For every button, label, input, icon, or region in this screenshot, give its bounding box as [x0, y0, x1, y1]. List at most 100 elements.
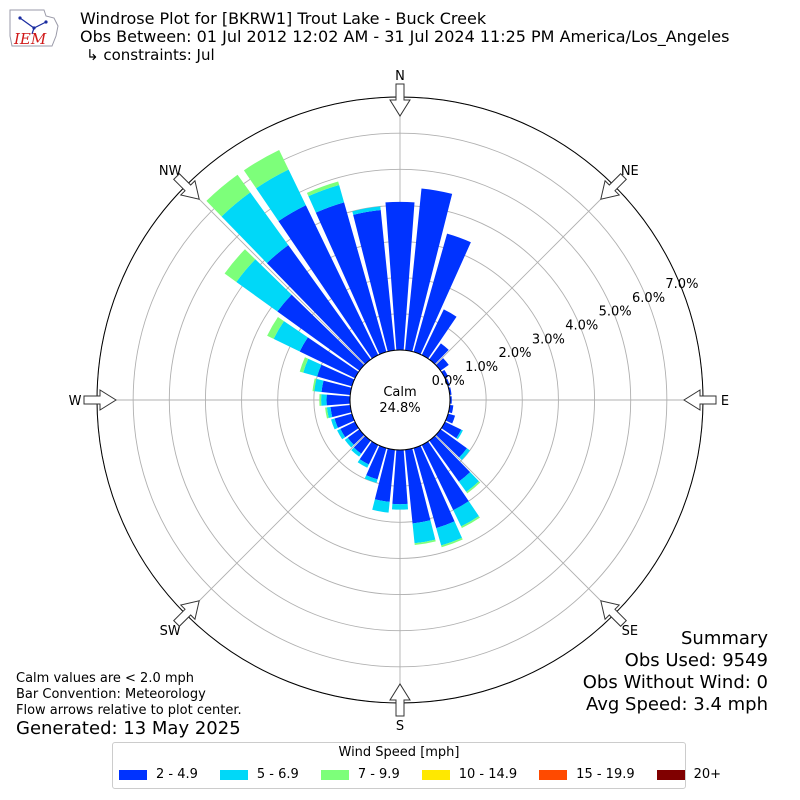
legend-swatch: [656, 769, 685, 780]
windrose-bar-segment: [319, 394, 322, 406]
windrose-bar-segment: [441, 537, 463, 548]
windrose-bar-segment: [413, 233, 471, 355]
radial-tick-label: 4.0%: [565, 319, 598, 334]
flow-arrow-shape: [600, 600, 627, 627]
summary-heading: Summary: [681, 628, 768, 649]
legend-label: 2 - 4.9: [156, 767, 198, 782]
radial-tick-label: 5.0%: [599, 305, 632, 320]
windrose-bar-segment: [458, 472, 479, 492]
radial-tick-label: 0.0%: [432, 374, 465, 389]
radial-tick-label: 7.0%: [665, 277, 698, 292]
windrose-bar-segment: [459, 448, 470, 461]
windrose-bar-segment: [314, 378, 324, 393]
legend-swatch: [421, 769, 450, 780]
windrose-bar-segment: [352, 206, 381, 215]
windrose-bar-segment: [340, 421, 359, 438]
windrose-bar-segment: [364, 475, 378, 483]
windrose-bar-segment: [392, 449, 408, 505]
windrose-bar-segment: [315, 202, 387, 355]
radial-tick-label: 1.0%: [465, 360, 498, 375]
windrose-bar-segment: [299, 337, 359, 379]
flow-arrow-icon: [173, 600, 200, 627]
generated-date: Generated: 13 May 2025: [16, 718, 241, 739]
windrose-bar-segment: [445, 378, 450, 387]
compass-label-n: N: [395, 69, 405, 84]
flow-arrow-shape: [683, 389, 717, 411]
svg-text:IEM: IEM: [13, 30, 47, 48]
flow-arrow-shape: [389, 83, 411, 117]
windrose-bar-segment: [453, 501, 479, 527]
angular-grid-line: [435, 435, 615, 615]
windrose-bar-segment: [441, 369, 449, 379]
windrose-bar-segment: [456, 429, 463, 440]
legend-label: 10 - 14.9: [458, 767, 518, 782]
windrose-bar-segment: [421, 309, 457, 359]
windrose-bar-segment: [224, 249, 256, 282]
windrose-bar-segment: [405, 448, 431, 524]
legend-items: 2 - 4.9 5 - 6.9 7 - 9.9 10 - 14.9 15 - 19.9 2…: [119, 767, 721, 782]
flow-arrow-icon: [600, 600, 627, 627]
legend-label: 15 - 19.9: [576, 767, 635, 782]
summary-box: Summary Obs Used: 9549 Obs Without Wind:…: [583, 628, 768, 716]
compass-label-se: SE: [622, 624, 638, 639]
windrose-bar-segment: [317, 364, 355, 387]
windrose-bar-segment: [359, 441, 379, 465]
legend-item: 10 - 14.9: [421, 767, 518, 782]
windrose-bar-segment: [353, 210, 395, 352]
windrose-bar-segment: [347, 429, 365, 445]
windrose-bar-segment: [303, 358, 322, 377]
compass-label-nw: NW: [159, 164, 182, 179]
windrose-bar-segment: [405, 188, 453, 352]
windrose-bar-segment: [325, 407, 329, 419]
windrose-bar-segment: [429, 343, 449, 365]
legend-label: 7 - 9.9: [357, 767, 400, 782]
windrose-bar-segment: [445, 413, 456, 424]
windrose-bar-segment: [436, 521, 462, 546]
notes-block: Calm values are < 2.0 mph Bar Convention…: [16, 671, 242, 719]
windrose-bar-segment: [312, 378, 317, 392]
legend-swatch: [119, 769, 147, 780]
windrose-bar-segment: [337, 428, 346, 440]
flow-arrow-shape: [173, 600, 200, 627]
legend-swatch: [539, 769, 568, 780]
windrose-bar-segment: [421, 441, 469, 511]
windrose-bar-segment: [461, 516, 480, 528]
flow-arrow-icon: [173, 173, 200, 200]
windrose-bar-segment: [414, 539, 436, 546]
flow-arrow-shape: [600, 173, 627, 200]
legend-item: 2 - 4.9: [119, 767, 198, 782]
windrose-bar-segment: [330, 405, 352, 418]
radial-tick-label: 3.0%: [532, 332, 565, 347]
angular-grid-line: [435, 185, 615, 365]
calm-value: 24.8%: [379, 401, 420, 416]
windrose-bar-segment: [374, 448, 395, 502]
flow-arrow-icon: [389, 683, 411, 717]
flow-arrow-icon: [389, 83, 411, 117]
legend-label: 20+: [693, 767, 722, 782]
flow-arrow-shape: [83, 389, 117, 411]
windrose-bar-segment: [273, 321, 308, 352]
compass-label-w: W: [69, 394, 82, 409]
windrose-bar-segment: [206, 174, 251, 217]
summary-avg-speed: Avg Speed: 3.4 mph: [586, 694, 768, 715]
windrose-bar-segment: [221, 192, 289, 264]
flow-arrow-shape: [173, 173, 200, 200]
windrose-bar-segment: [321, 394, 327, 406]
calm-circle: [349, 349, 451, 451]
legend-item: 20+: [656, 767, 722, 782]
radial-tick-label: 2.0%: [498, 346, 531, 361]
windrose-bar-segment: [331, 418, 338, 430]
windrose-bar-segment: [326, 394, 351, 406]
compass-label-ne: NE: [621, 164, 639, 179]
windrose-bar-segment: [267, 317, 284, 339]
windrose-bar-segment: [308, 184, 345, 213]
windrose-bar-segment: [256, 169, 306, 222]
legend-item: 5 - 6.9: [219, 767, 299, 782]
windrose-bar-segment: [334, 413, 355, 428]
legend: Wind Speed [mph] 2 - 4.9 5 - 6.9 7 - 9.9 10…: [112, 742, 721, 789]
windrose-bar-segment: [299, 357, 309, 373]
flow-arrow-shape: [389, 683, 411, 717]
summary-obs-used: Obs Used: 9549: [624, 650, 768, 671]
legend-swatch: [219, 769, 248, 780]
